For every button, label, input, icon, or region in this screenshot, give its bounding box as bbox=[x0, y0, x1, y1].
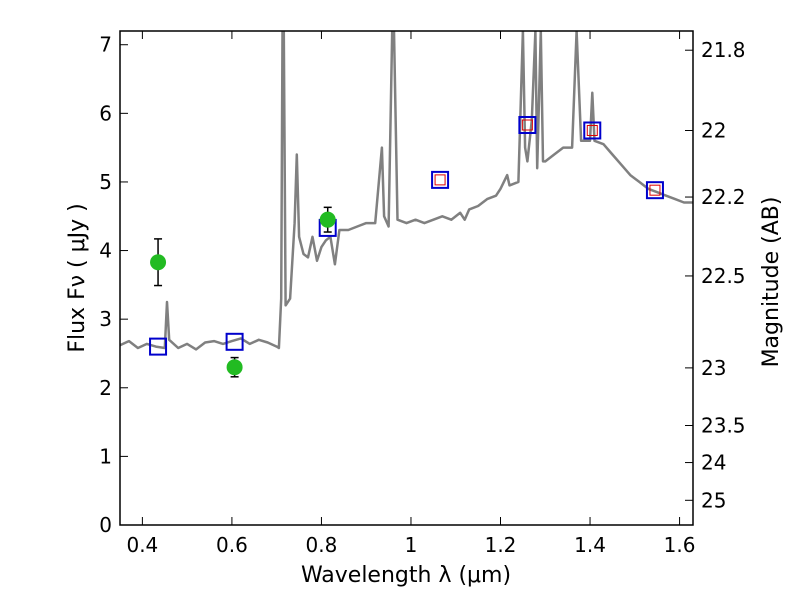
model-square bbox=[583, 121, 602, 140]
y-tick-label: 0 bbox=[99, 513, 112, 537]
right-tick-label: 24 bbox=[701, 451, 726, 475]
model-square-inner bbox=[586, 124, 598, 136]
y-tick-label: 5 bbox=[99, 170, 112, 194]
right-tick-label: 25 bbox=[701, 488, 726, 512]
y-tick-label: 7 bbox=[99, 33, 112, 57]
x-tick-label: 1.4 bbox=[574, 533, 606, 557]
y-tick-label: 1 bbox=[99, 444, 112, 468]
y-tick-label: 2 bbox=[99, 376, 112, 400]
right-y-axis-title: Magnitude (AB) bbox=[759, 197, 784, 368]
y-axis-title: Flux Fν ( μJy ) bbox=[65, 203, 90, 352]
right-tick-label: 22.5 bbox=[701, 264, 746, 288]
y-tick-label: 6 bbox=[99, 101, 112, 125]
x-tick-label: 1.2 bbox=[485, 533, 517, 557]
y-tick-label: 3 bbox=[99, 307, 112, 331]
x-tick-label: 0.4 bbox=[126, 533, 158, 557]
right-tick-label: 22.2 bbox=[701, 185, 746, 209]
model-square-inner bbox=[649, 184, 661, 196]
x-axis-title: Wavelength λ (μm) bbox=[301, 563, 511, 588]
model-square-inner bbox=[521, 119, 533, 131]
spectrum-line bbox=[120, 31, 693, 351]
x-tick-label: 0.6 bbox=[216, 533, 248, 557]
model-square-inner bbox=[434, 174, 446, 186]
model-square bbox=[645, 181, 664, 200]
x-tick-label: 1 bbox=[405, 533, 418, 557]
y-tick-label: 4 bbox=[99, 239, 112, 263]
observed-point bbox=[319, 211, 336, 228]
plot-frame bbox=[119, 30, 694, 526]
model-square bbox=[149, 337, 168, 356]
observed-point bbox=[226, 359, 243, 376]
x-tick-label: 0.8 bbox=[306, 533, 338, 557]
right-tick-label: 23.5 bbox=[701, 414, 746, 438]
model-square bbox=[518, 115, 537, 134]
model-square bbox=[431, 170, 450, 189]
observed-point bbox=[150, 254, 167, 271]
right-tick-label: 22 bbox=[701, 118, 726, 142]
model-square bbox=[225, 332, 244, 351]
right-tick-label: 21.8 bbox=[701, 38, 746, 62]
right-tick-label: 23 bbox=[701, 356, 726, 380]
x-tick-label: 1.6 bbox=[664, 533, 696, 557]
